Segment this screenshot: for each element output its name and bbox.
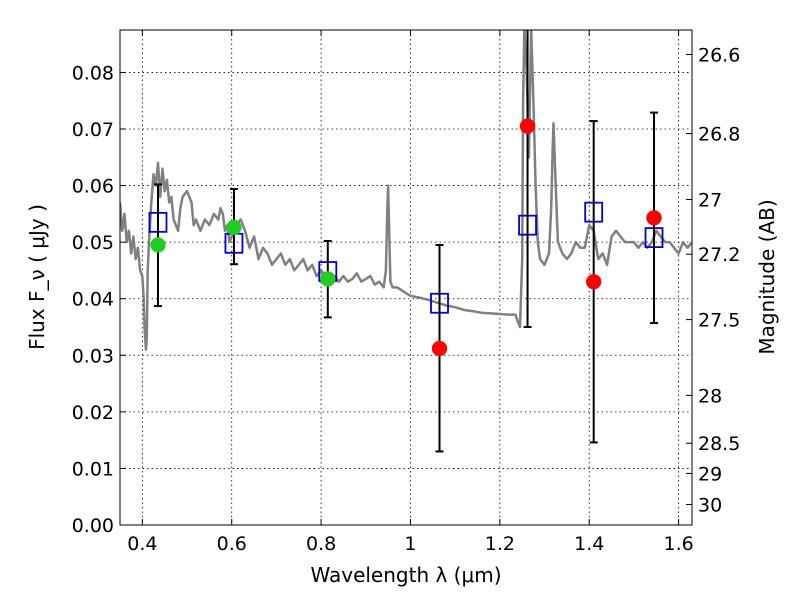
y-tick-label: 0.08 <box>72 62 114 84</box>
right-tick-label: 28.5 <box>698 433 740 455</box>
y-tick-label: 0.03 <box>72 345 114 367</box>
y-axis-right-label: Magnitude (AB) <box>755 199 779 354</box>
tick-labels: 0.4 0.6 0.8 1 1.2 1.4 1.6 0.00 0.01 0.02 0.03 0.04 0… <box>72 44 741 555</box>
right-tick-label: 26.8 <box>698 124 740 146</box>
x-axis-label: Wavelength λ (μm) <box>310 563 501 587</box>
observed-flux-point <box>585 273 602 290</box>
observed-flux-point <box>150 237 166 253</box>
x-tick-label: 1.4 <box>574 533 604 555</box>
y-tick-label: 0.07 <box>72 119 114 141</box>
x-tick-label: 0.4 <box>127 533 157 555</box>
y-tick-label: 0.05 <box>72 232 114 254</box>
y-tick-label: 0.02 <box>72 402 114 424</box>
x-tick-label: 1 <box>404 533 416 555</box>
plot-area <box>120 30 692 453</box>
right-tick-label: 29 <box>698 463 722 485</box>
y-axis-label: Flux F_ν ( μJy ) <box>25 204 49 350</box>
ticks <box>120 30 692 526</box>
x-tick-label: 0.6 <box>217 533 247 555</box>
right-tick-label: 26.6 <box>698 44 740 66</box>
y-tick-label: 0.06 <box>72 176 114 198</box>
spectrum-line <box>120 30 692 351</box>
observed-flux-point <box>226 219 242 236</box>
observed-flux-point <box>431 340 448 357</box>
observed-flux-point <box>519 118 536 134</box>
axes-frame <box>119 29 693 526</box>
y-tick-label: 0.04 <box>72 289 114 311</box>
x-tick-label: 0.8 <box>306 533 336 555</box>
observed-flux-point <box>646 210 662 226</box>
y-tick-label: 0.00 <box>72 515 114 537</box>
x-tick-label: 1.2 <box>485 533 515 555</box>
right-tick-label: 27 <box>698 189 722 211</box>
right-tick-label: 28 <box>698 385 722 407</box>
grid-lines <box>120 30 692 526</box>
right-tick-label: 27.2 <box>698 244 740 266</box>
right-tick-label: 27.5 <box>698 310 740 332</box>
x-tick-label: 1.6 <box>663 533 693 555</box>
observed-flux-point <box>320 271 336 287</box>
right-tick-label: 30 <box>698 494 722 516</box>
y-tick-label: 0.01 <box>72 458 114 480</box>
